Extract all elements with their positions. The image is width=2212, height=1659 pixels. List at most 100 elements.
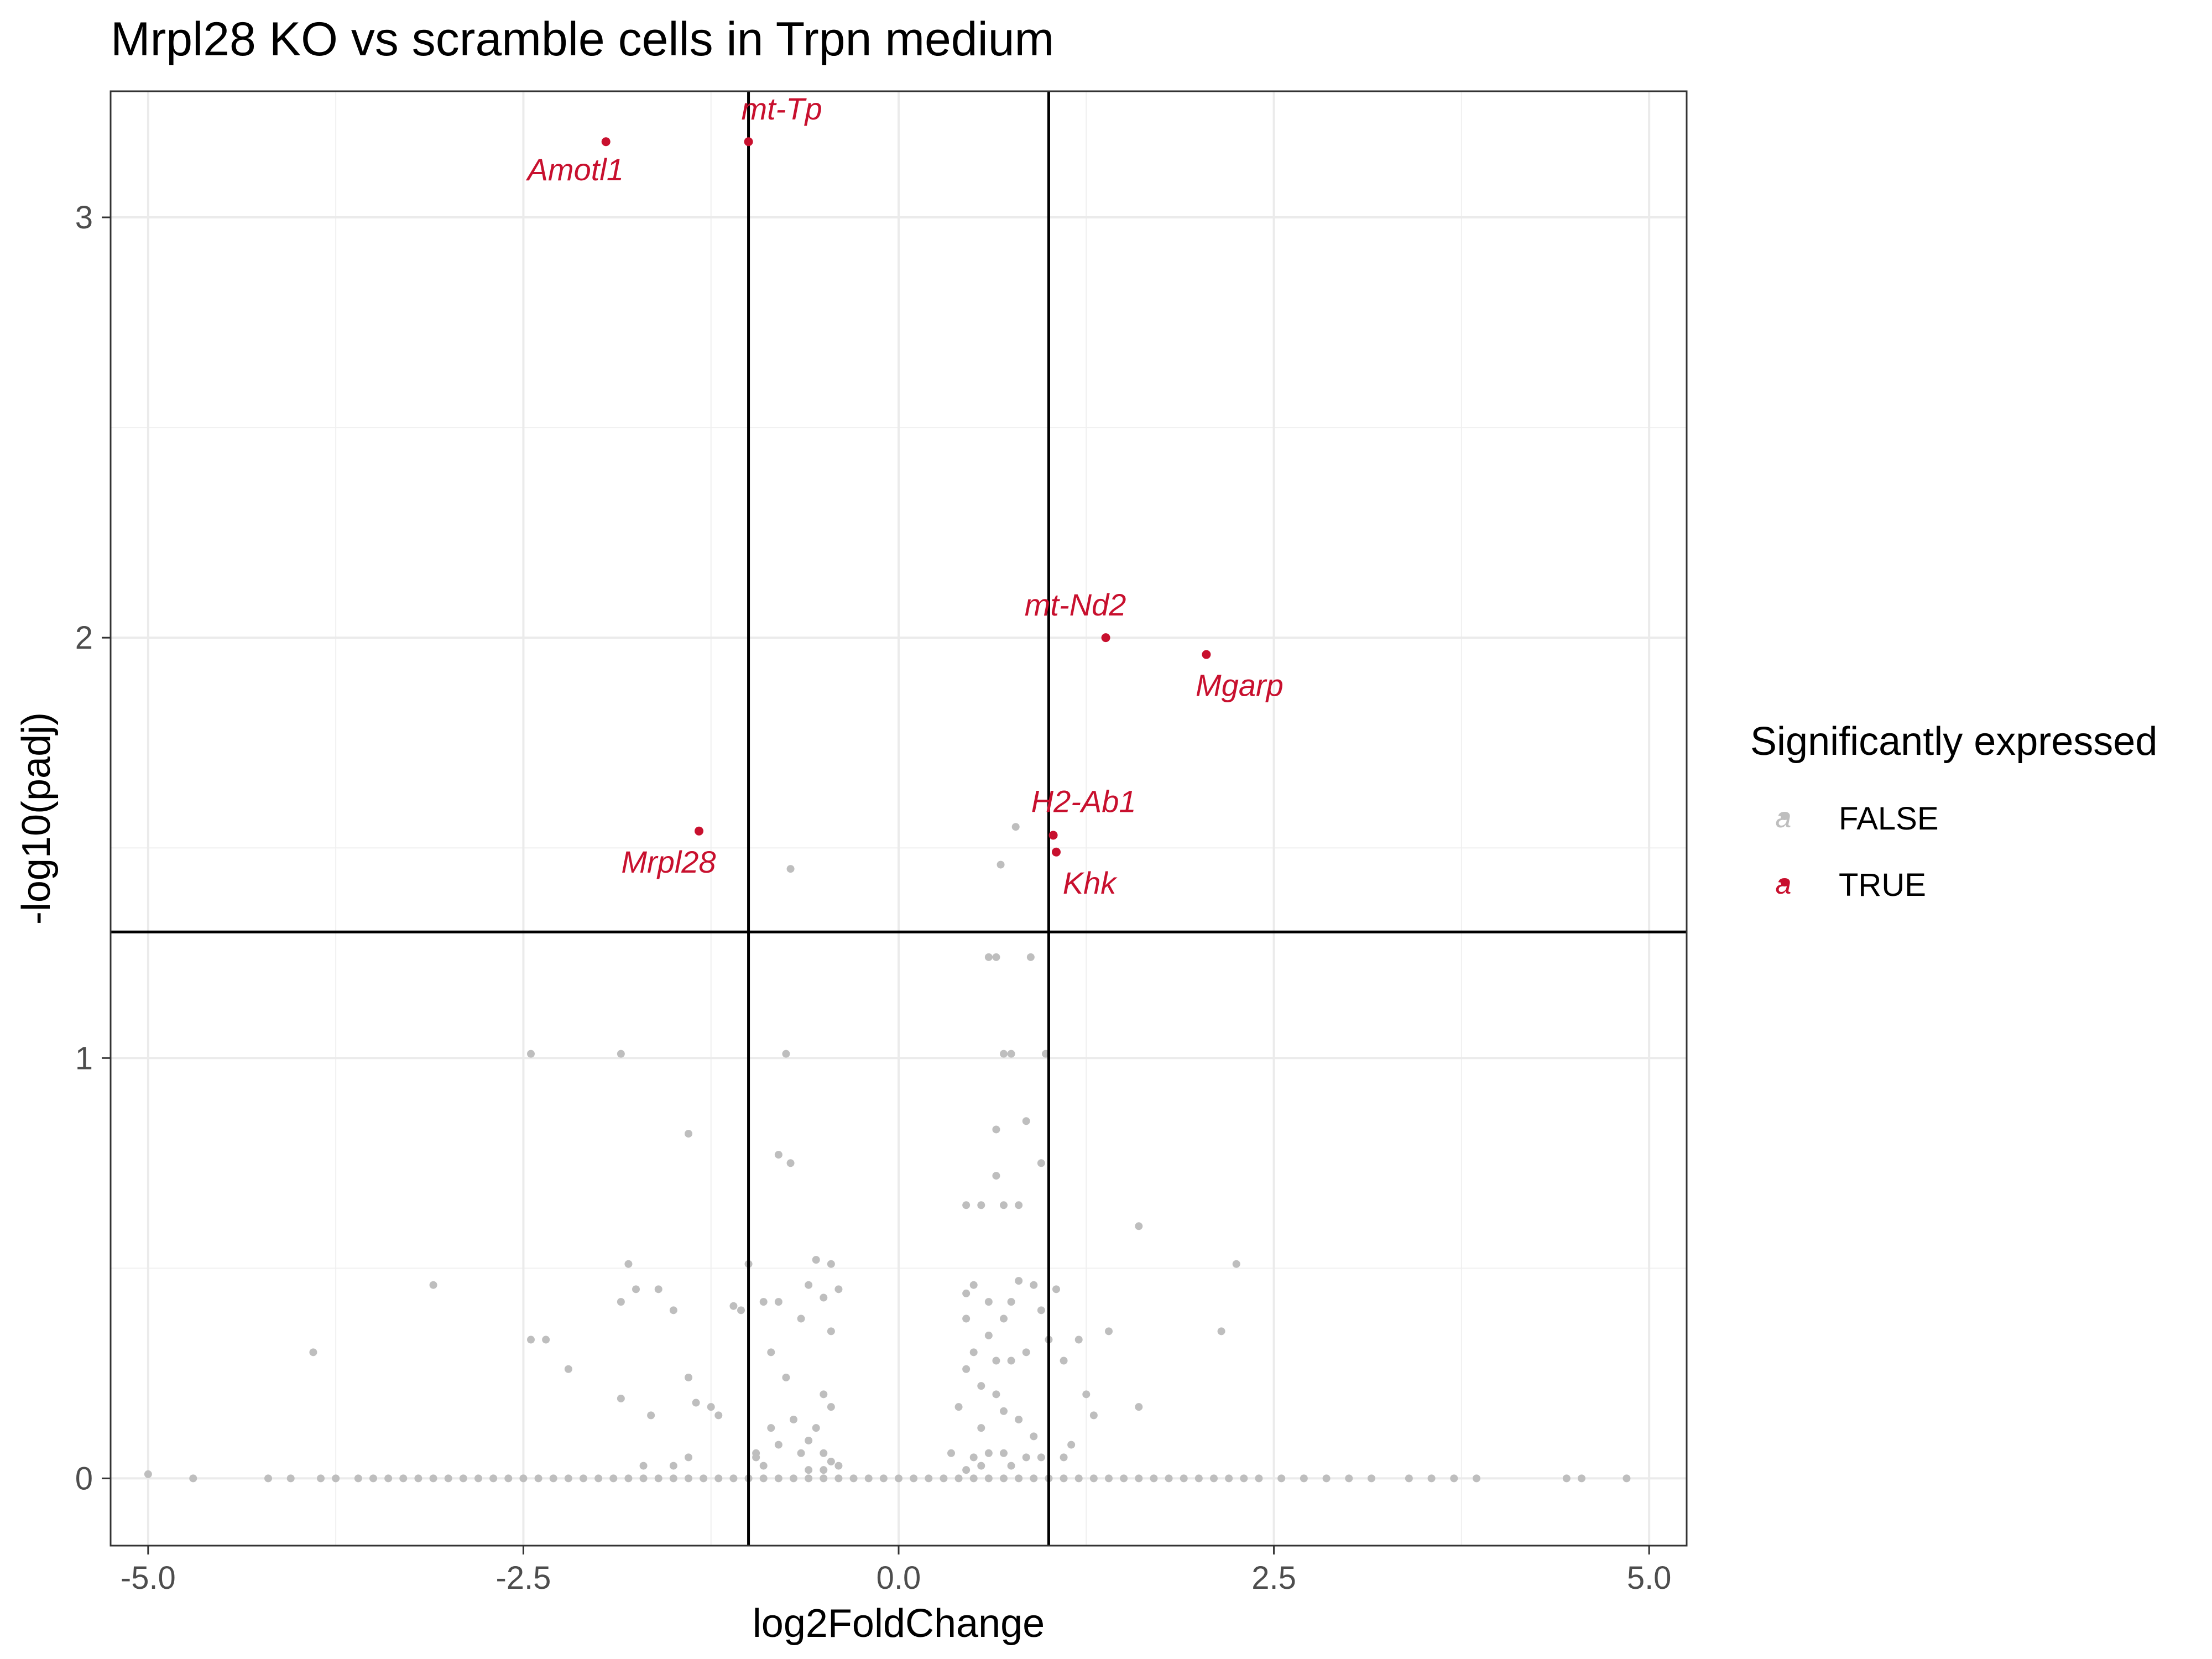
point-not-significant (820, 1466, 828, 1474)
point-not-significant (714, 1411, 723, 1420)
point-not-significant (594, 1474, 603, 1483)
point-not-significant (1022, 1117, 1030, 1125)
point-not-significant (962, 1314, 971, 1323)
point-not-significant (1022, 1348, 1030, 1357)
point-not-significant (925, 1474, 933, 1483)
point-not-significant (264, 1474, 272, 1483)
point-not-significant (459, 1474, 467, 1483)
point-not-significant (1120, 1474, 1128, 1483)
point-significant (1101, 633, 1110, 643)
point-not-significant (609, 1474, 618, 1483)
x-axis: -5.0 -2.5 0.0 2.5 5.0 (121, 1546, 1672, 1596)
point-not-significant (1105, 1474, 1113, 1483)
x-tick-label: 5.0 (1627, 1560, 1672, 1596)
point-not-significant (805, 1466, 813, 1474)
point-not-significant (669, 1474, 677, 1483)
y-tick-label: 0 (75, 1460, 93, 1496)
point-not-significant (1000, 1474, 1008, 1483)
point-not-significant (1015, 1277, 1023, 1285)
major-gridlines (111, 91, 1687, 1546)
point-not-significant (1007, 1462, 1015, 1470)
point-not-significant (527, 1335, 535, 1344)
point-not-significant (692, 1399, 700, 1407)
legend-entry-label: FALSE (1839, 801, 1939, 837)
point-not-significant (1030, 1281, 1038, 1289)
point-not-significant (1322, 1474, 1331, 1483)
point-not-significant (984, 1449, 993, 1457)
point-not-significant (549, 1474, 557, 1483)
point-not-significant (1217, 1327, 1225, 1335)
point-not-significant (700, 1474, 708, 1483)
point-not-significant (144, 1470, 152, 1478)
point-not-significant (767, 1348, 775, 1357)
point-not-significant (1052, 1285, 1060, 1293)
point-not-significant (759, 1298, 768, 1306)
point-not-significant (997, 860, 1005, 869)
point-significant (1048, 831, 1058, 840)
point-not-significant (429, 1474, 437, 1483)
point-not-significant (647, 1411, 655, 1420)
point-not-significant (1074, 1335, 1083, 1344)
point-not-significant (1037, 1159, 1045, 1167)
point-significant (1052, 847, 1061, 857)
point-not-significant (774, 1298, 782, 1306)
gene-label: H2-Ab1 (1031, 784, 1136, 818)
point-not-significant (786, 865, 795, 873)
chart-title: Mrpl28 KO vs scramble cells in Trpn medi… (111, 13, 1054, 66)
point-not-significant (805, 1474, 813, 1483)
point-not-significant (962, 1466, 971, 1474)
point-not-significant (1060, 1357, 1068, 1365)
point-not-significant (805, 1281, 813, 1289)
point-not-significant (992, 1125, 1000, 1134)
point-not-significant (707, 1403, 715, 1411)
point-not-significant (654, 1474, 662, 1483)
point-significant (601, 137, 611, 147)
point-not-significant (834, 1285, 843, 1293)
point-not-significant (1232, 1260, 1240, 1268)
point-not-significant (1150, 1474, 1158, 1483)
point-not-significant (962, 1201, 971, 1209)
point-not-significant (737, 1306, 745, 1314)
point-not-significant (759, 1462, 768, 1470)
point-not-significant (519, 1474, 528, 1483)
point-not-significant (992, 1390, 1000, 1399)
gene-labels: Amotl1 mt-Tp mt-Nd2 Mgarp Mrpl28 H2-Ab1 Khk (526, 91, 1284, 900)
plot-panel: Amotl1 mt-Tp mt-Nd2 Mgarp Mrpl28 H2-Ab1 Khk (109, 90, 1688, 1547)
point-not-significant (542, 1335, 550, 1344)
point-not-significant (1037, 1453, 1045, 1462)
point-not-significant (1405, 1474, 1413, 1483)
point-not-significant (790, 1415, 797, 1423)
point-not-significant (1060, 1453, 1068, 1462)
point-not-significant (1623, 1474, 1631, 1483)
gene-label: mt-Nd2 (1025, 587, 1126, 622)
point-not-significant (1089, 1411, 1098, 1420)
point-not-significant (414, 1474, 422, 1483)
point-not-significant (992, 1172, 1000, 1180)
point-not-significant (714, 1474, 723, 1483)
point-not-significant (429, 1281, 437, 1289)
point-not-significant (399, 1474, 408, 1483)
point-not-significant (984, 1298, 993, 1306)
point-not-significant (639, 1462, 648, 1470)
point-not-significant (1007, 1050, 1015, 1058)
point-not-significant (774, 1474, 782, 1483)
point-not-significant (1578, 1474, 1585, 1483)
point-not-significant (1015, 1201, 1023, 1209)
point-not-significant (767, 1424, 775, 1432)
point-not-significant (369, 1474, 377, 1483)
point-not-significant (685, 1130, 692, 1138)
point-not-significant (864, 1474, 873, 1483)
point-not-significant (1089, 1474, 1098, 1483)
point-not-significant (1000, 1407, 1008, 1415)
point-not-significant (786, 1159, 795, 1167)
point-not-significant (984, 1331, 993, 1339)
point-not-significant (1007, 1298, 1015, 1306)
point-not-significant (1450, 1474, 1458, 1483)
point-not-significant (820, 1449, 828, 1457)
point-not-significant (685, 1474, 692, 1483)
point-not-significant (617, 1298, 625, 1306)
point-not-significant (332, 1474, 340, 1483)
gene-label: Amotl1 (526, 152, 624, 187)
point-not-significant (1067, 1441, 1076, 1449)
